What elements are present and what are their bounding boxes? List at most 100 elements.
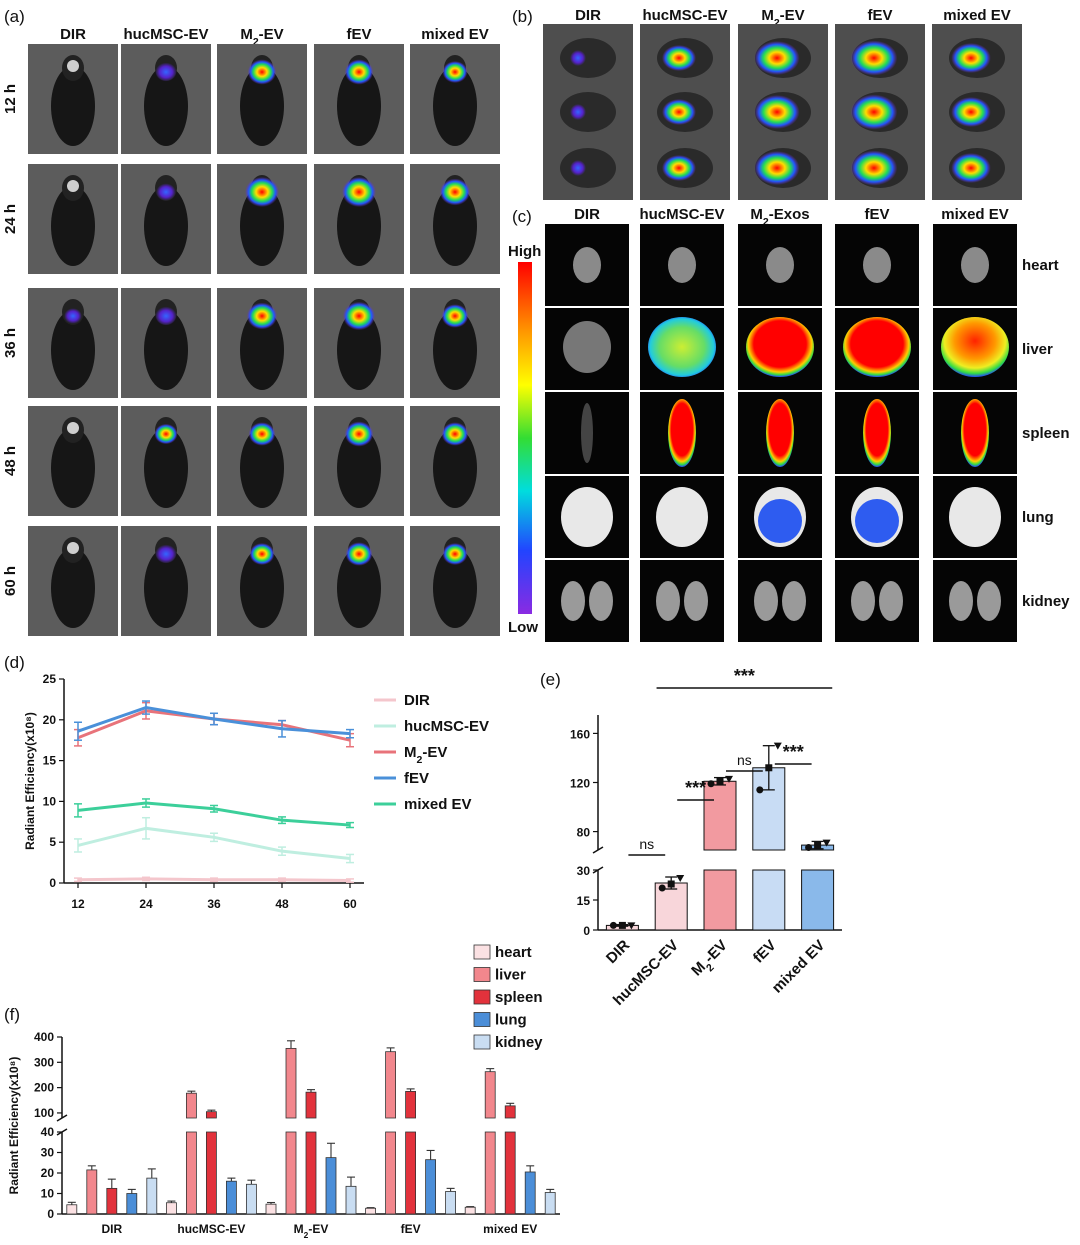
brain-signal (662, 99, 696, 125)
mouse-tile (28, 44, 118, 154)
signal-hotspot (155, 62, 177, 82)
mouse-body (337, 428, 381, 508)
axis-break-mark (592, 846, 604, 854)
mouse-tile (410, 164, 500, 274)
y-tick-label: 200 (34, 1081, 54, 1095)
bar-kidney-mixed EV (544, 1192, 556, 1215)
data-point (609, 921, 617, 929)
row-label-4: 60 h (2, 566, 19, 596)
significance-label: ns (737, 752, 752, 768)
mouse-tile (217, 288, 307, 398)
liver-shape (563, 321, 611, 373)
mouse-tile (121, 288, 211, 398)
mouse-tile (121, 44, 211, 154)
y-tick-label: 10 (43, 794, 57, 808)
row-label-3: 48 h (2, 446, 19, 476)
brain-signal (754, 151, 800, 185)
colorbar-high-label: High (508, 243, 541, 260)
panel-label-e: (e) (540, 670, 561, 689)
x-tick-label: M2-EV (688, 937, 734, 983)
signal-hotspot (342, 177, 376, 207)
organ-tile (835, 560, 919, 642)
data-point (667, 880, 675, 888)
bar-spleen-DIR (106, 1187, 118, 1215)
lung-signal (758, 499, 802, 543)
signal-hotspot (439, 178, 471, 206)
bar-spleen-fEV-lower (405, 1131, 417, 1215)
spleen-shape (581, 403, 593, 463)
y-tick-label: 0 (49, 876, 56, 890)
mouse-tile (314, 526, 404, 636)
y-tick-label: 0 (47, 1207, 54, 1221)
x-tick-label: mixed EV (769, 937, 829, 997)
liver-shape (941, 317, 1009, 377)
liver-shape (843, 317, 911, 377)
legend-swatch-heart (473, 944, 491, 960)
data-point (707, 780, 715, 788)
mouse-body (144, 310, 188, 390)
panel-b: DIR hucMSC-EV M2-EV fEV mixed EV (543, 7, 1022, 200)
signal-hotspot (155, 306, 177, 326)
mouse-body (337, 548, 381, 628)
bar-heart-M2-EV (265, 1203, 277, 1215)
organ-tile (640, 560, 724, 642)
brain-signal (850, 94, 898, 130)
bar-spleen-fEV-upper (405, 1091, 417, 1119)
mouse-body (51, 186, 95, 266)
legend-swatch-liver (473, 967, 491, 982)
brain-signal (850, 150, 898, 186)
kidney-right (684, 581, 708, 621)
data-point (627, 922, 636, 930)
mouse-tile (121, 164, 211, 274)
data-point (725, 775, 733, 783)
y-tick-label: 20 (41, 1166, 55, 1180)
data-point (814, 841, 822, 849)
data-point (822, 839, 831, 847)
mouse-body (51, 310, 95, 390)
panel-a: DIR hucMSC-EV M2-EV fEV mixed EV 12 h 24 h 36 … (2, 26, 500, 636)
mouse-body (144, 66, 188, 146)
colorbar-low-label: Low (508, 619, 538, 636)
data-point (618, 921, 626, 929)
x-tick-label: 60 (343, 897, 357, 911)
kidney-right (589, 581, 613, 621)
x-tick-label: fEV (750, 937, 780, 967)
brain-signal (754, 41, 800, 75)
row-label-0: 12 h (2, 84, 19, 114)
signal-hotspot (245, 177, 279, 207)
bar-liver-DIR (86, 1169, 98, 1215)
mouse-body (433, 186, 477, 266)
bar-lung-hucMSC-EV (225, 1180, 237, 1215)
bar-spleen-mixed EV-lower (504, 1131, 516, 1215)
row-label-1: 24 h (2, 204, 19, 234)
mouse-tile (314, 288, 404, 398)
signal-hotspot (342, 301, 376, 331)
panel-label-c: (c) (512, 207, 532, 226)
bar-mixed EV-lower (801, 869, 835, 931)
y-tick-label: 40 (41, 1125, 55, 1139)
mouse-body (240, 548, 284, 628)
brain (560, 38, 616, 78)
data-point (805, 844, 813, 852)
y-tick-label: 300 (34, 1055, 54, 1069)
liver-shape (648, 317, 716, 377)
brain-signal (951, 97, 991, 127)
mouse-body (144, 186, 188, 266)
head-reflection (67, 422, 79, 434)
signal-hotspot (155, 544, 177, 564)
column-label-3: fEV (346, 26, 371, 43)
mouse-body (433, 66, 477, 146)
y-tick-label: 160 (570, 727, 590, 741)
kidney-left (656, 581, 680, 621)
signal-hotspot (249, 543, 275, 565)
bar-liver-mixed EV-lower (484, 1131, 496, 1215)
mouse-tile (314, 406, 404, 516)
y-tick-label: 5 (49, 835, 56, 849)
mouse-body (51, 66, 95, 146)
panel-label-a: (a) (4, 7, 25, 26)
mouse-tile (314, 44, 404, 154)
column-label-1: hucMSC-EV (123, 26, 208, 43)
kidney-left (851, 581, 875, 621)
panel-d-line-chart: 0 5 10 15 20 25 12 24 36 48 60 Radiant Efficiency(x… (23, 672, 489, 911)
